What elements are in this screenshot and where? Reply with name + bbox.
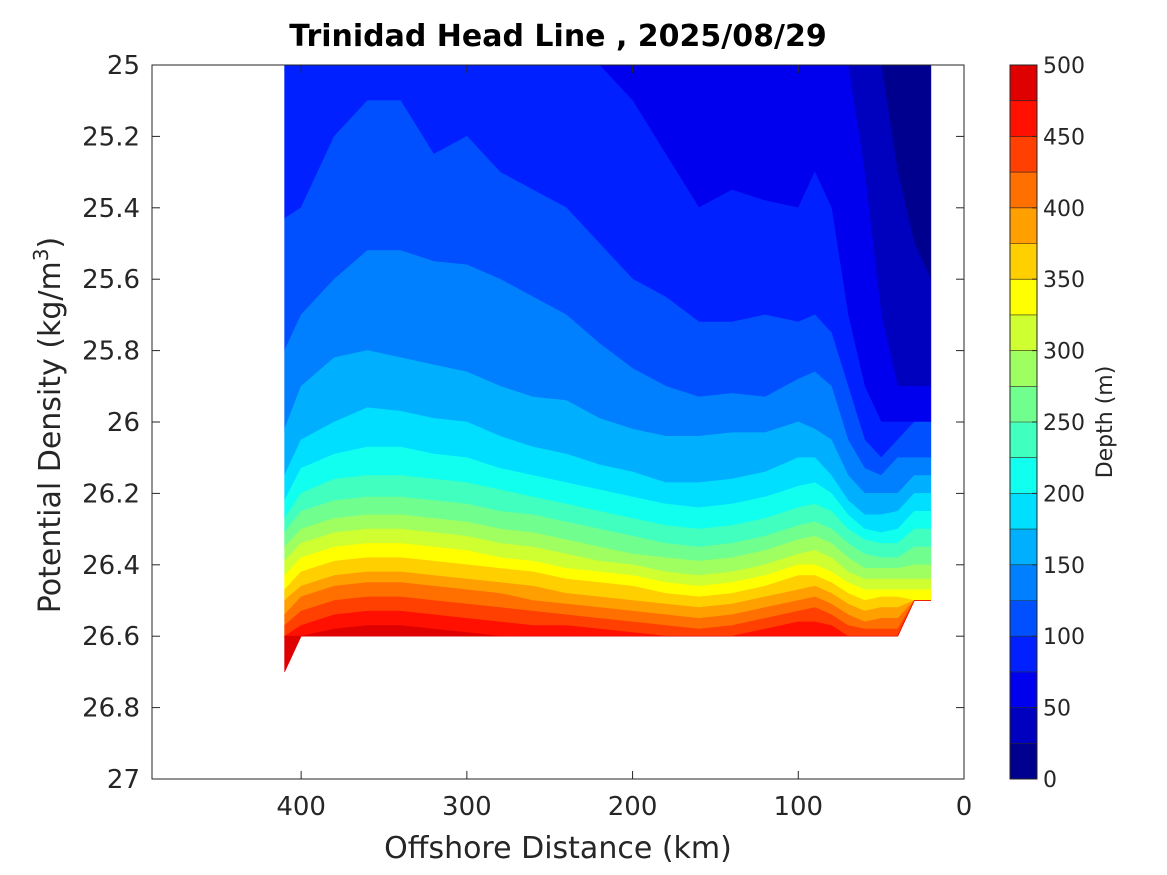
colorbar-swatch-16 <box>1010 172 1037 209</box>
colorbar-tick-label: 200 <box>1043 482 1085 507</box>
colorbar-swatch-2 <box>1010 671 1037 709</box>
colorbar-tick-label: 400 <box>1043 197 1085 222</box>
contour-bands <box>283 64 932 673</box>
colorbar-swatch-14 <box>1010 243 1037 280</box>
colorbar-swatch-12 <box>1010 314 1037 352</box>
colorbar-bands <box>1010 65 1037 780</box>
y-tick-label: 26.8 <box>82 694 140 724</box>
colorbar-swatch-11 <box>1010 350 1037 387</box>
y-axis-label: Potential Density (kg/m3) <box>29 237 68 613</box>
y-tick-label: 26.4 <box>82 551 140 581</box>
y-tick-label: 26.6 <box>82 622 140 652</box>
x-tick-label: 200 <box>608 792 658 822</box>
x-tick-label: 300 <box>442 792 492 822</box>
y-tick-label: 25.2 <box>82 122 140 152</box>
colorbar-swatch-10 <box>1010 386 1037 423</box>
colorbar-swatch-7 <box>1010 493 1037 530</box>
colorbar-swatch-15 <box>1010 207 1037 244</box>
colorbar-swatch-1 <box>1010 707 1037 744</box>
colorbar-swatch-17 <box>1010 136 1037 173</box>
colorbar-tick-label: 50 <box>1043 697 1071 722</box>
contour-band-19 <box>284 600 931 673</box>
colorbar-label: Depth (m) <box>1093 366 1118 479</box>
x-tick-label: 400 <box>276 792 326 822</box>
y-tick-label: 27 <box>107 765 140 795</box>
colorbar-swatch-6 <box>1010 529 1037 566</box>
x-axis-label: Offshore Distance (km) <box>384 831 732 866</box>
y-axis-label-superscript: 3 <box>29 248 53 261</box>
y-tick-label: 25.8 <box>82 337 140 367</box>
colorbar-tick-label: 250 <box>1043 411 1085 436</box>
y-tick-label: 25.6 <box>82 265 140 295</box>
colorbar-swatch-3 <box>1010 636 1037 673</box>
chart-title: Trinidad Head Line , 2025/08/29 <box>289 19 826 54</box>
y-tick-label: 26 <box>107 408 140 438</box>
colorbar-swatch-19 <box>1010 65 1037 102</box>
x-axis: 400 300 200 100 0 <box>276 65 972 822</box>
colorbar-tick-label: 350 <box>1043 268 1085 293</box>
y-tick-label: 26.2 <box>82 479 140 509</box>
colorbar-swatch-5 <box>1010 564 1037 601</box>
colorbar-tick-label: 100 <box>1043 625 1085 650</box>
colorbar-swatch-4 <box>1010 600 1037 637</box>
colorbar-tick-label: 150 <box>1043 554 1085 579</box>
colorbar-swatch-0 <box>1010 743 1037 780</box>
y-axis-label-close: ) <box>33 237 68 249</box>
colorbar-ticks: 0 50 100 150 200 250 300 350 400 450 500 <box>1032 54 1085 793</box>
colorbar-tick-label: 0 <box>1043 768 1057 793</box>
x-tick-label: 0 <box>956 792 973 822</box>
y-tick-label: 25 <box>107 51 140 81</box>
x-tick-label: 100 <box>773 792 823 822</box>
y-tick-label: 25.4 <box>82 194 140 224</box>
colorbar-swatch-18 <box>1010 100 1037 137</box>
colorbar-tick-label: 450 <box>1043 125 1085 150</box>
plot-area: 400 300 200 100 0 25 25.2 25.4 25.6 25.8 26 26.2 26… <box>82 51 972 822</box>
y-axis: 25 25.2 25.4 25.6 25.8 26 26.2 26.4 26.6 26.8 27 <box>82 51 964 795</box>
colorbar: 0 50 100 150 200 250 300 350 400 450 500 <box>1009 54 1085 793</box>
colorbar-tick-label: 300 <box>1043 340 1085 365</box>
colorbar-swatch-9 <box>1010 422 1037 459</box>
y-axis-label-main: Potential Density (kg/m <box>33 261 68 613</box>
colorbar-tick-label: 500 <box>1043 54 1085 79</box>
colorbar-swatch-13 <box>1010 279 1037 316</box>
colorbar-swatch-8 <box>1010 457 1037 494</box>
